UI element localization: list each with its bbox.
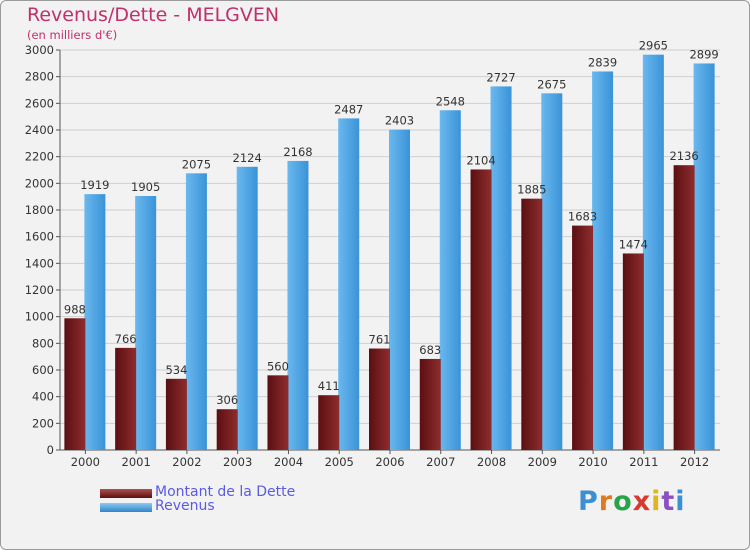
y-tick-label: 800 bbox=[32, 336, 54, 350]
y-tick-label: 600 bbox=[32, 363, 54, 377]
x-tick-label: 2002 bbox=[172, 455, 201, 469]
logo-letter: P bbox=[578, 486, 599, 517]
data-label-debt: 1885 bbox=[517, 183, 546, 197]
logo-letter: i bbox=[675, 486, 686, 517]
y-tick-label: 400 bbox=[32, 390, 54, 404]
proxiti-logo: Proxiti bbox=[578, 486, 686, 517]
data-label-revenue: 2075 bbox=[182, 157, 211, 171]
bar-debt bbox=[369, 348, 390, 450]
x-tick-label: 2003 bbox=[223, 455, 252, 469]
data-label-revenue: 1919 bbox=[80, 178, 109, 192]
chart-subtitle: (en milliers d'€) bbox=[27, 28, 118, 42]
y-tick-label: 1000 bbox=[25, 310, 54, 324]
bar-revenue bbox=[541, 93, 563, 450]
y-tick-label: 1400 bbox=[25, 256, 54, 270]
legend-swatch-revenue bbox=[100, 503, 152, 512]
logo-letter: r bbox=[598, 486, 614, 517]
x-tick-label: 2007 bbox=[426, 455, 455, 469]
bar-debt bbox=[318, 395, 340, 450]
bar-revenue bbox=[338, 118, 360, 451]
bar-debt bbox=[64, 318, 86, 450]
data-label-revenue: 2675 bbox=[537, 77, 566, 91]
bar-debt bbox=[115, 347, 137, 450]
x-tick-label: 2011 bbox=[629, 455, 658, 469]
x-tick-label: 2009 bbox=[528, 455, 557, 469]
data-label-debt: 766 bbox=[115, 332, 137, 346]
x-tick-label: 2001 bbox=[122, 455, 151, 469]
y-tick-label: 2000 bbox=[25, 176, 54, 190]
y-tick-label: 2600 bbox=[25, 96, 54, 110]
data-label-debt: 1474 bbox=[619, 237, 648, 251]
legend-label-revenue: Revenus bbox=[155, 498, 215, 514]
y-tick-label: 1600 bbox=[25, 230, 54, 244]
data-label-debt: 1683 bbox=[568, 210, 597, 224]
bar-revenue bbox=[642, 54, 664, 451]
y-tick-label: 2400 bbox=[25, 123, 54, 137]
bar-revenue bbox=[490, 86, 512, 451]
bar-debt bbox=[521, 198, 543, 450]
y-tick-label: 0 bbox=[47, 443, 54, 457]
x-tick-label: 2008 bbox=[477, 455, 506, 469]
bar-debt bbox=[572, 225, 594, 450]
x-tick-label: 2000 bbox=[71, 455, 100, 469]
data-label-revenue: 2487 bbox=[334, 102, 363, 116]
data-label-revenue: 1905 bbox=[131, 180, 160, 194]
data-label-revenue: 2124 bbox=[233, 151, 262, 165]
data-label-debt: 683 bbox=[419, 343, 441, 357]
data-label-revenue: 2899 bbox=[689, 47, 718, 61]
y-tick-label: 1800 bbox=[25, 203, 54, 217]
data-label-debt: 761 bbox=[369, 333, 391, 347]
bar-debt bbox=[622, 253, 644, 450]
y-tick-label: 3000 bbox=[25, 43, 54, 57]
bar-revenue bbox=[236, 166, 258, 451]
legend-label-debt: Montant de la Dette bbox=[155, 484, 296, 500]
bar-revenue bbox=[135, 196, 157, 450]
data-label-debt: 534 bbox=[165, 363, 187, 377]
logo-letter: i bbox=[651, 486, 662, 517]
bar-debt bbox=[267, 375, 289, 450]
data-label-debt: 2104 bbox=[466, 153, 495, 167]
bar-revenue bbox=[693, 63, 715, 450]
x-tick-label: 2012 bbox=[680, 455, 709, 469]
data-label-debt: 411 bbox=[318, 379, 340, 393]
logo-letter: o bbox=[613, 486, 633, 517]
data-label-revenue: 2839 bbox=[588, 55, 617, 69]
bar-revenue bbox=[439, 110, 461, 451]
bar-revenue bbox=[287, 160, 309, 450]
x-tick-label: 2006 bbox=[375, 455, 404, 469]
data-label-revenue: 2403 bbox=[385, 114, 414, 128]
x-tick-label: 2010 bbox=[578, 455, 607, 469]
logo-letter: t bbox=[661, 486, 676, 517]
logo-letter: x bbox=[632, 486, 652, 517]
x-tick-label: 2004 bbox=[274, 455, 303, 469]
chart-title: Revenus/Dette - MELGVEN bbox=[27, 4, 280, 26]
bar-revenue bbox=[592, 71, 614, 450]
bar-debt bbox=[470, 169, 492, 450]
bar-debt bbox=[673, 165, 695, 450]
y-tick-label: 200 bbox=[32, 416, 54, 430]
y-tick-label: 2800 bbox=[25, 70, 54, 84]
data-label-debt: 2136 bbox=[669, 149, 698, 163]
data-label-revenue: 2965 bbox=[639, 39, 668, 53]
bar-revenue bbox=[185, 173, 207, 451]
bar-revenue bbox=[84, 194, 106, 450]
data-label-debt: 988 bbox=[64, 302, 86, 316]
data-label-debt: 306 bbox=[216, 393, 238, 407]
y-tick-label: 2200 bbox=[25, 150, 54, 164]
data-label-revenue: 2548 bbox=[436, 94, 465, 108]
data-label-revenue: 2168 bbox=[283, 145, 312, 159]
bar-debt bbox=[165, 378, 187, 450]
bar-debt bbox=[216, 409, 238, 450]
bar-debt bbox=[419, 358, 441, 450]
data-label-revenue: 2727 bbox=[486, 70, 515, 84]
data-label-debt: 560 bbox=[267, 359, 289, 373]
legend-swatch-debt bbox=[100, 489, 152, 498]
y-tick-label: 1200 bbox=[25, 283, 54, 297]
bar-revenue bbox=[389, 129, 410, 450]
x-tick-label: 2005 bbox=[325, 455, 354, 469]
